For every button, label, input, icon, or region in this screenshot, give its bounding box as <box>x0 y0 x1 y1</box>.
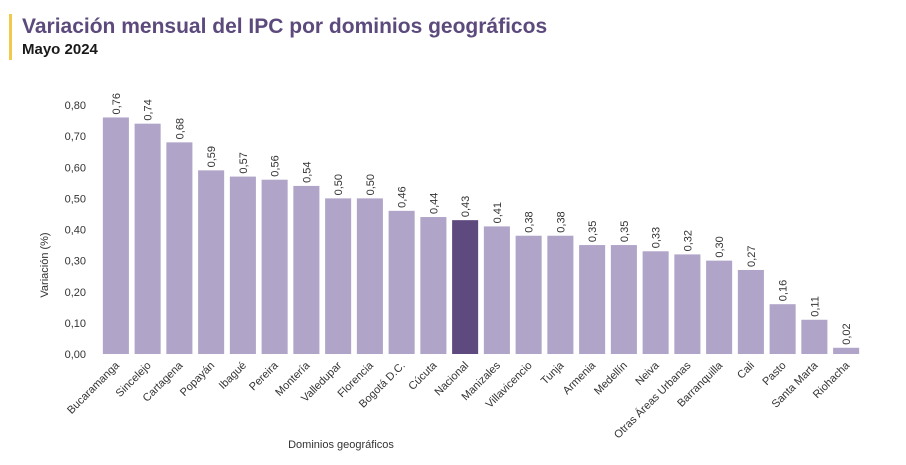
value-label: 0,68 <box>174 118 186 139</box>
bar-barranquilla <box>706 260 733 355</box>
category-label: Medellín <box>592 360 630 398</box>
bar-tunja <box>547 235 574 354</box>
value-label: 0,35 <box>587 221 599 242</box>
bar-cali <box>737 269 764 354</box>
y-tick-label: 0,20 <box>65 287 86 299</box>
bar-riohacha <box>833 347 860 354</box>
bar-valledupar <box>325 198 352 355</box>
value-label: 0,57 <box>238 152 250 173</box>
chart-title: Variación mensual del IPC por dominios g… <box>22 15 548 38</box>
bar-cúcuta <box>420 217 447 354</box>
bar-armenia <box>579 245 606 354</box>
bar-ibagué <box>229 176 256 354</box>
y-tick-label: 0,60 <box>65 162 86 174</box>
category-label: Tunja <box>539 359 567 387</box>
value-label: 0,41 <box>492 202 504 223</box>
value-label: 0,30 <box>714 236 726 257</box>
value-label: 0,54 <box>301 161 313 182</box>
value-label: 0,32 <box>682 230 694 251</box>
value-label: 0,46 <box>397 186 409 207</box>
y-tick-label: 0,10 <box>65 318 86 330</box>
bars-group <box>102 117 860 355</box>
y-tick-label: 0,50 <box>65 193 86 205</box>
bar-medellín <box>610 245 637 354</box>
bar-bogotá-d-c- <box>388 210 415 354</box>
bar-pereira <box>261 179 288 354</box>
bar-santa-marta <box>801 319 828 354</box>
bar-manizales <box>483 226 510 354</box>
category-label: Pasto <box>760 360 788 388</box>
category-label: Cali <box>735 360 757 382</box>
x-axis-title: Dominios geográficos <box>288 439 394 451</box>
bar-florencia <box>356 198 383 355</box>
value-label: 0,56 <box>270 155 282 176</box>
value-label: 0,38 <box>524 211 536 232</box>
value-label: 0,44 <box>428 193 440 214</box>
value-label: 0,11 <box>809 296 821 317</box>
bar-bucaramanga <box>102 117 129 354</box>
category-label: Bucaramanga <box>65 359 123 417</box>
value-label: 0,50 <box>333 174 345 195</box>
value-label: 0,76 <box>111 93 123 114</box>
chart-header: Variación mensual del IPC por dominios g… <box>9 14 547 60</box>
value-labels-group: 0,76 0,74 0,68 0,59 0,57 0,56 0,54 0,50 0,50 0,46… <box>111 93 853 345</box>
value-label: 0,50 <box>365 174 377 195</box>
y-tick-label: 0,80 <box>65 100 86 112</box>
category-label: Ibagué <box>217 360 249 392</box>
value-label: 0,27 <box>746 246 758 267</box>
value-label: 0,59 <box>206 146 218 167</box>
category-label: Popayán <box>178 360 217 399</box>
bar-popayán <box>198 170 225 354</box>
y-axis: 0,00 0,10 0,20 0,30 0,40 0,50 0,60 0,70 0,80 <box>65 100 86 361</box>
y-tick-label: 0,70 <box>65 131 86 143</box>
y-axis-title: Variación (%) <box>39 232 51 297</box>
bar-nacional <box>452 220 479 354</box>
bar-cartagena <box>166 142 193 354</box>
value-label: 0,43 <box>460 196 472 217</box>
bar-villavicencio <box>515 235 542 354</box>
value-label: 0,02 <box>841 323 853 344</box>
y-tick-label: 0,00 <box>65 349 86 361</box>
bar-sincelejo <box>134 123 161 355</box>
value-label: 0,35 <box>619 221 631 242</box>
value-label: 0,38 <box>555 211 567 232</box>
value-label: 0,33 <box>651 227 663 248</box>
bar-otras-áreas-urbanas <box>674 254 701 354</box>
chart-subtitle: Mayo 2024 <box>22 41 98 58</box>
bar-montería <box>293 185 320 354</box>
bar-pasto <box>769 304 796 354</box>
category-label: Neiva <box>633 359 662 388</box>
y-tick-label: 0,30 <box>65 256 86 268</box>
bar-neiva <box>642 251 669 354</box>
y-tick-label: 0,40 <box>65 225 86 237</box>
value-label: 0,74 <box>143 99 155 120</box>
value-label: 0,16 <box>778 280 790 301</box>
